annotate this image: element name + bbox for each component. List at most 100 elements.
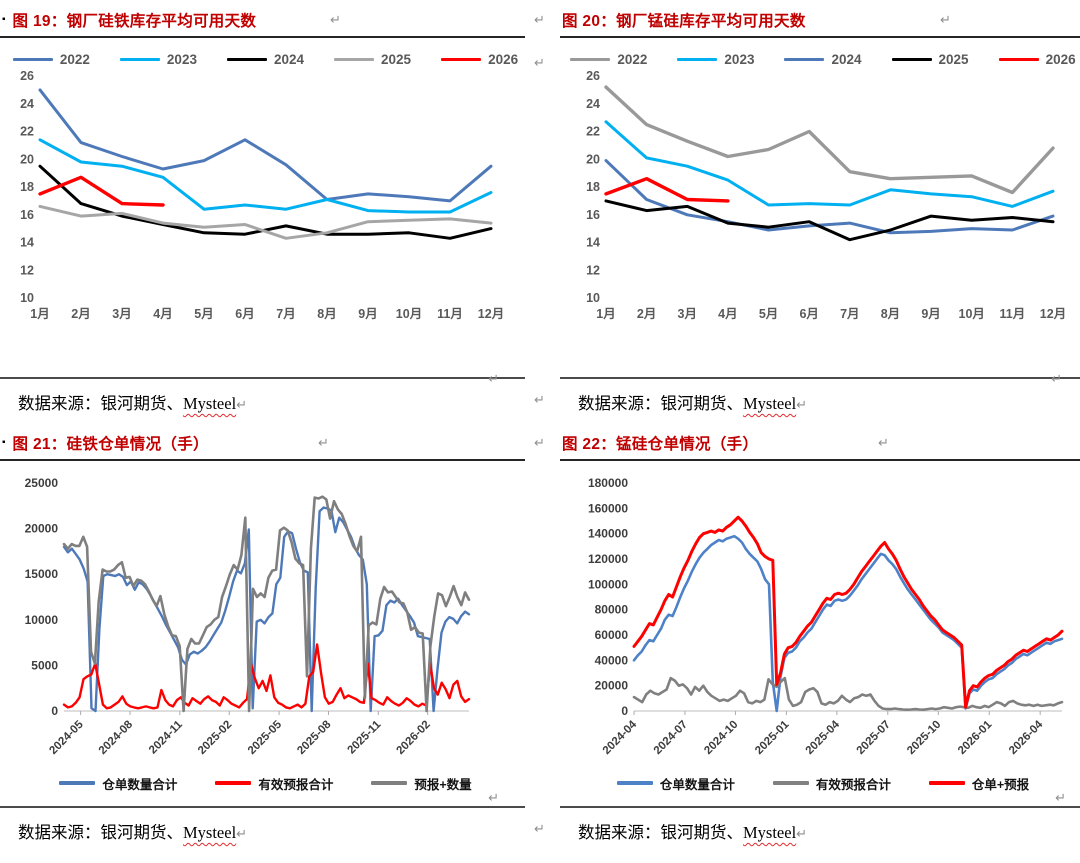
x-axis-label: 2月: [71, 307, 90, 321]
figure-21-title-row: ▪ 图 21：硅铁仓单情况（手） ↵: [0, 423, 525, 461]
y-axis-label: 12: [586, 263, 600, 277]
figure-22-title-row: ↵ 图 22：锰硅仓单情况（手） ↵: [534, 423, 1080, 461]
series-line: [632, 515, 1064, 709]
legend-label: 2023: [724, 51, 755, 67]
legend-item: 2026: [441, 52, 518, 67]
legend-label: 有效预报合计: [815, 777, 891, 792]
source-link-text: Mysteel: [183, 394, 237, 413]
figure-21-title: 图 21：硅铁仓单情况（手）: [12, 436, 209, 453]
figure-21-chart-area: 25000 20000 15000 10000 5000 0 2024-05 2024-08 2…: [0, 461, 525, 806]
paragraph-mark-icon: ↵: [534, 821, 545, 836]
figure-20-bottom-rule: [560, 377, 1080, 379]
y-axis-label: 180000: [588, 476, 628, 490]
legend-label: 2022: [617, 51, 648, 67]
y-axis-label: 0: [51, 704, 58, 718]
x-axis-label: 6月: [235, 307, 254, 321]
figure-20-title-row: ↵ 图 20：钢厂锰硅库存平均可用天数 ↵: [534, 0, 1080, 38]
x-axis-label: 2024-05: [47, 718, 86, 757]
y-axis-label: 26: [20, 70, 34, 83]
x-axis-label: 2024-11: [147, 718, 185, 756]
legend-item: 2022: [12, 52, 90, 67]
paragraph-mark-icon: ↵: [878, 435, 889, 450]
y-axis-label: 15000: [25, 567, 59, 581]
y-axis-label: 5000: [31, 658, 58, 672]
source-text: 数据来源：银河期货、: [578, 823, 743, 842]
x-axis-label: 2025-05: [246, 718, 285, 757]
legend-label: 2026: [488, 51, 519, 67]
legend-item: 有效预报合计: [772, 774, 891, 793]
list-bullet-icon: ▪: [2, 14, 6, 25]
legend-item: 2026: [998, 52, 1076, 67]
x-axis-label: 2026-01: [956, 718, 995, 757]
figure-21-source: 数据来源：银河期货、Mysteel↵: [0, 808, 525, 852]
y-axis-label: 16: [20, 208, 34, 222]
x-axis-label: 3月: [112, 307, 131, 321]
paragraph-mark-icon: ↵: [534, 392, 545, 407]
source-text: 数据来源：银河期货、: [578, 394, 743, 413]
paragraph-mark-icon: ↵: [330, 12, 341, 27]
series-line: [62, 506, 471, 713]
x-axis-label: 11月: [437, 307, 463, 321]
legend-swatch: [570, 57, 611, 61]
source-link-text: Mysteel: [183, 823, 237, 842]
legend-item: 仓单+预报: [928, 774, 1030, 793]
x-axis-label: 2025-07: [855, 719, 893, 757]
legend-label: 仓单+预报: [971, 777, 1030, 792]
figure-19-title: 图 19：钢厂硅铁库存平均可用天数: [12, 13, 257, 30]
legend-swatch: [119, 57, 160, 61]
x-axis-label: 2024-04: [601, 718, 640, 757]
x-axis-label: 2025-08: [295, 718, 334, 757]
legend-label: 2024: [273, 51, 305, 67]
legend-swatch: [59, 781, 96, 785]
y-axis-label: 12: [20, 263, 34, 277]
left-column: ▪ 图 19：钢厂硅铁库存平均可用天数 ↵ 2022 2023 2024 2025 20…: [0, 0, 525, 852]
x-axis-label: 4月: [153, 307, 172, 321]
legend-swatch: [215, 781, 252, 785]
figure-20-block: ↵ 图 20：钢厂锰硅库存平均可用天数 ↵ ↵ 2022 2023 2024 2025…: [534, 0, 1080, 423]
legend-swatch: [772, 781, 809, 785]
y-axis-label: 80000: [595, 603, 629, 617]
figure-19-bottom-rule: [0, 377, 525, 379]
legend-item: 有效预报合计: [215, 774, 333, 793]
source-text: 数据来源：银河期货、: [18, 394, 183, 413]
y-axis-label: 40000: [595, 653, 629, 667]
x-axis-label: 11月: [1000, 307, 1026, 321]
legend-label: 2023: [166, 51, 197, 67]
y-axis-label: 18: [586, 180, 600, 194]
x-axis-label: 5月: [194, 307, 213, 321]
legend-label: 2025: [381, 51, 412, 67]
legend-swatch: [928, 781, 965, 785]
legend-swatch: [891, 57, 932, 61]
paragraph-mark-icon: ↵: [796, 397, 808, 412]
y-axis-label: 25000: [25, 476, 59, 490]
x-axis-label: 2026-02: [394, 719, 432, 757]
paragraph-mark-icon: ↵: [796, 826, 808, 841]
x-axis-label: 6月: [799, 307, 818, 321]
figure-19-block: ▪ 图 19：钢厂硅铁库存平均可用天数 ↵ 2022 2023 2024 2025 20…: [0, 0, 525, 423]
figure-22-source: ↵ 数据来源：银河期货、Mysteel↵: [534, 808, 1080, 852]
source-link-text: Mysteel: [743, 394, 797, 413]
figure-19-title-row: ▪ 图 19：钢厂硅铁库存平均可用天数 ↵: [0, 0, 525, 38]
series-line: [38, 88, 493, 203]
chart-legend: 仓单数量合计 有效预报合计 仓单+预报: [566, 772, 1080, 794]
legend-label: 预报+数量: [414, 777, 472, 792]
legend-swatch: [334, 57, 375, 61]
line-chart-fig19: 26 24 22 20 18 16 14 12 10 1月 2月 3月 4月 5月 6月 7月 8月 9月 10月 1…: [20, 69, 504, 321]
paragraph-mark-icon: ↵: [318, 435, 329, 450]
figure-20-title: 图 20：钢厂锰硅库存平均可用天数: [562, 13, 806, 30]
right-column: ↵ 图 20：钢厂锰硅库存平均可用天数 ↵ ↵ 2022 2023 2024 2025…: [534, 0, 1080, 852]
legend-swatch: [616, 781, 653, 785]
legend-item: 2025: [334, 52, 411, 67]
legend-item: 仓单数量合计: [616, 774, 735, 793]
paragraph-mark-icon: ↵: [488, 790, 499, 805]
y-axis-label: 20000: [25, 522, 59, 536]
x-axis-label: 10月: [396, 307, 422, 321]
x-axis-label: 2025-10: [905, 719, 943, 757]
y-axis-label: 24: [20, 97, 34, 111]
y-axis-label: 160000: [588, 501, 628, 515]
figure-21-bottom-rule: [0, 806, 525, 808]
legend-item: 2023: [677, 52, 754, 67]
x-axis-label: 2025-02: [196, 719, 234, 757]
